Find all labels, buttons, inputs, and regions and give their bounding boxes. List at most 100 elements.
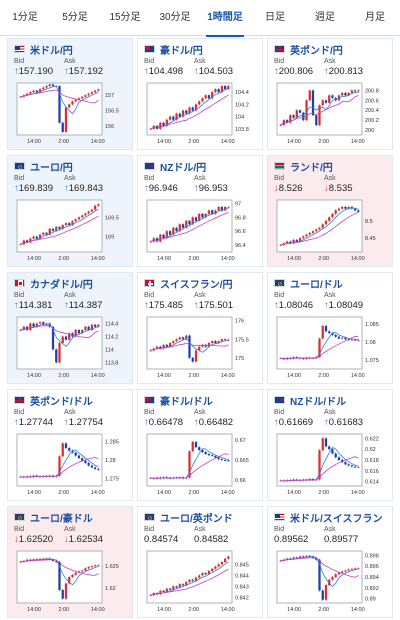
candle [55,349,58,363]
x-tick-label: 2:00 [188,607,199,613]
pair-title[interactable]: 英ポンド/ドル [14,394,93,408]
pair-title[interactable]: 豪ドル/ドル [144,394,213,408]
pair-name[interactable]: 英ポンド/ドル [30,396,93,408]
pair-title[interactable]: ユーロ/英ポンド [144,511,233,525]
pair-name[interactable]: ユーロ/ドル [290,279,343,291]
rate-card-cadjpy[interactable]: カナダドル/円 Bid Ask ↑114.381 ↑114.387 114.4 114.2 1… [7,272,133,384]
tab-5[interactable]: 1時間足 [200,0,250,37]
rate-card-gbpjpy[interactable]: 英ポンド/円 Bid Ask ↑200.806 ↑200.813 200.8 200.6 20… [267,38,393,150]
rate-card-chfjpy[interactable]: スイスフラン/円 Bid Ask ↑175.485 ↑175.501 176 175.5 17… [137,272,263,384]
rate-card-eurgbp[interactable]: ユーロ/英ポンド Bid Ask 0.84574 0.84582 0.845 0.844 0.… [137,506,263,618]
pair-name[interactable]: ランド/円 [290,162,333,174]
pair-title[interactable]: ユーロ/円 [14,160,73,174]
tab-1[interactable]: 1分足 [12,12,38,23]
rate-card-nzdjpy[interactable]: NZドル/円 Bid Ask ↑96.946 ↑96.953 97 96.8 96.6 96.4… [137,155,263,267]
candle [308,90,311,101]
pair-name[interactable]: 豪ドル/円 [160,45,203,57]
pair-name[interactable]: NZドル/ドル [290,396,347,408]
pair-title[interactable]: ユーロ/ドル [274,277,343,291]
pair-name[interactable]: スイスフラン/円 [160,279,233,291]
rate-card-usdjpy[interactable]: 米ドル/円 Bid Ask ↑157.190 ↑157.192 157 156.5 156 14… [7,38,133,150]
pair-name[interactable]: 米ドル/スイスフラン [290,513,383,525]
price-chart[interactable]: 0.622 0.62 0.618 0.616 0.614 14:00 2:00 14:00 [274,430,388,498]
candle [185,581,188,586]
pair-title[interactable]: カナダドル/円 [14,277,93,291]
price-chart[interactable]: 200.8 200.6 200.4 200.2 200 14:00 2:00 14:00 [274,79,388,147]
tab-4[interactable]: 30分足 [159,12,191,23]
x-tick-label: 14:00 [157,490,171,496]
candle [341,206,344,209]
price-chart[interactable]: 169.5 169 14:00 2:00 14:00 [14,196,128,264]
candle [165,119,168,126]
rate-card-eurjpy[interactable]: ユーロ/円 Bid Ask ↑169.839 ↑169.843 169.5 169 14:00… [7,155,133,267]
price-chart[interactable]: 8.5 8.45 14:00 2:00 14:00 [274,196,388,264]
up-arrow-icon: ↑ [144,66,149,77]
candle [344,92,347,96]
pair-name[interactable]: 米ドル/円 [30,45,73,57]
pair-title[interactable]: 米ドル/スイスフラン [274,511,383,525]
pair-name[interactable]: NZドル/円 [160,162,207,174]
candle [29,559,32,561]
rate-card-eurusd[interactable]: ユーロ/ドル Bid Ask ↑1.08046 ↑1.08049 1.085 1.08 1.0… [267,272,393,384]
price-chart[interactable]: 0.898 0.896 0.894 0.892 0.89 14:00 2:00 14:00 [274,547,388,615]
ask-price: ↑96.953 [194,183,228,194]
y-tick-label: 0.894 [365,575,379,581]
candle [185,335,188,340]
tab-8[interactable]: 月足 [365,12,385,23]
candle [188,335,191,358]
pair-name[interactable]: 豪ドル/ドル [160,396,213,408]
rate-card-usdchf[interactable]: 米ドル/スイスフラン Bid Ask 0.89562 0.89577 0.898 0.896… [267,506,393,618]
rate-card-audusd[interactable]: 豪ドル/ドル Bid Ask ↑0.66478 ↑0.66482 0.67 0.665 0.6… [137,389,263,501]
candle [38,89,42,93]
pair-title[interactable]: 豪ドル/円 [144,43,203,57]
tab-7[interactable]: 週足 [315,12,335,23]
bid-ask-prices: ↓8.526 ↓8.535 [274,183,374,194]
rate-card-nzdusd[interactable]: NZドル/ドル Bid Ask ↑0.61669 ↑0.61683 0.622 0.62 0.… [267,389,393,501]
price-chart[interactable]: 0.67 0.665 0.66 14:00 2:00 14:00 [144,430,258,498]
price-chart[interactable]: 157 156.5 156 14:00 2:00 14:00 [14,79,128,147]
rate-card-gbpusd[interactable]: 英ポンド/ドル Bid Ask ↑1.27744 ↑1.27754 1.285 1.28 1.… [7,389,133,501]
candle [321,325,324,339]
price-chart[interactable]: 1.285 1.28 1.275 14:00 2:00 14:00 [14,430,128,498]
pair-title[interactable]: NZドル/円 [144,160,207,174]
candle [35,559,38,561]
pair-title[interactable]: ユーロ/豪ドル [14,511,93,525]
candle [220,459,224,460]
pair-title[interactable]: 英ポンド/円 [274,43,343,57]
candle [178,224,181,232]
pair-title[interactable]: スイスフラン/円 [144,277,233,291]
price-chart[interactable]: 97 96.8 96.6 96.4 14:00 2:00 14:00 [144,196,258,264]
pair-title[interactable]: ランド/円 [274,160,333,174]
price-chart[interactable]: 1.085 1.08 1.075 14:00 2:00 14:00 [274,313,388,381]
price-chart[interactable]: 0.845 0.844 0.843 0.842 14:00 2:00 14:00 [144,547,258,615]
pair-name[interactable]: 英ポンド/円 [290,45,343,57]
candle [220,206,224,211]
price-chart[interactable]: 104.4 104.2 104 103.8 14:00 2:00 14:00 [144,79,258,147]
rate-card-audjpy[interactable]: 豪ドル/円 Bid Ask ↑104.498 ↑104.503 104.4 104.2 104… [137,38,263,150]
price-chart[interactable]: 114.4 114.2 114 113.8 14:00 2:00 14:00 [14,313,128,381]
candle [295,557,298,559]
candle [331,213,334,218]
pair-title[interactable]: NZドル/ドル [274,394,347,408]
candle [162,122,165,126]
up-arrow-icon: ↑ [144,183,149,194]
rate-card-zarjpy[interactable]: ランド/円 Bid Ask ↓8.526 ↓8.535 8.5 8.45 14:00 2:00 1… [267,155,393,267]
pair-name[interactable]: ユーロ/英ポンド [160,513,233,525]
eu-flag [144,513,155,521]
tab-2[interactable]: 5分足 [62,12,88,23]
tab-3[interactable]: 15分足 [109,12,141,23]
ask-label: Ask [324,175,336,182]
candle [175,227,178,232]
price-chart[interactable]: 1.625 1.62 14:00 2:00 14:00 [14,547,128,615]
pair-name[interactable]: ユーロ/豪ドル [30,513,93,525]
y-tick-label: 169.5 [105,215,119,221]
pair-name[interactable]: ユーロ/円 [30,162,73,174]
candle [211,455,214,456]
rate-card-euraud[interactable]: ユーロ/豪ドル Bid Ask ↓1.62520 ↓1.62534 1.625 1.62 14… [7,506,133,618]
price-chart[interactable]: 176 175.5 175 14:00 2:00 14:00 [144,313,258,381]
candle [354,208,357,211]
tab-6[interactable]: 日足 [265,12,285,23]
pair-title[interactable]: 米ドル/円 [14,43,73,57]
pair-name[interactable]: カナダドル/円 [30,279,93,291]
